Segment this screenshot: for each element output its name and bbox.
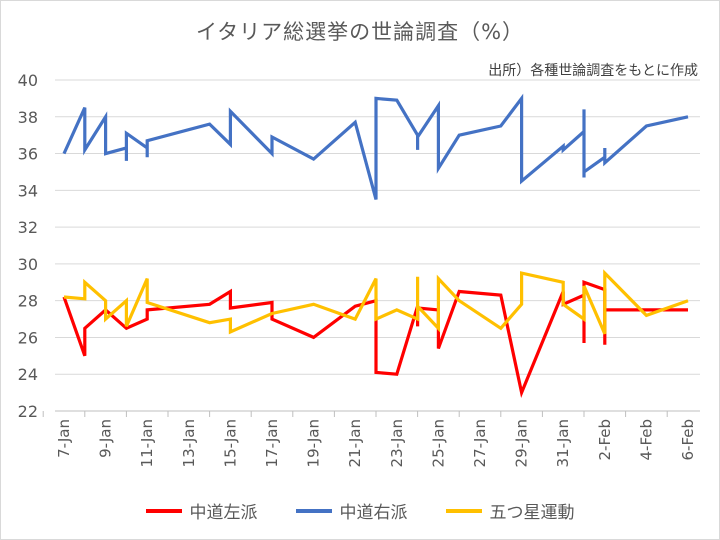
x-tick-label: 23-Jan (388, 419, 406, 467)
series-line-3 (63, 269, 689, 335)
legend-item: 中道右派 (295, 498, 408, 523)
y-tick-label: 22 (18, 402, 38, 421)
y-tick-label: 34 (18, 181, 38, 200)
legend-label: 中道左派 (189, 503, 258, 523)
legend-label: 中道右派 (339, 503, 408, 523)
x-tick-label: 27-Jan (471, 419, 489, 467)
x-tick-label: 4-Feb (637, 419, 655, 461)
x-tick-label: 13-Jan (180, 419, 198, 467)
x-tick-label: 6-Feb (679, 419, 697, 461)
legend-item: 五つ星運動 (445, 498, 575, 523)
y-tick-label: 32 (18, 218, 38, 237)
legend-item: 中道左派 (145, 498, 258, 523)
x-tick-label: 29-Jan (513, 419, 531, 467)
legend: 中道左派 中道右派 五つ星運動 (0, 498, 720, 523)
x-tick-label: 7-Jan (55, 419, 73, 458)
chart-title: イタリア総選挙の世論調査（%） (195, 20, 525, 44)
y-tick-label: 24 (18, 365, 38, 384)
y-tick-label: 36 (18, 145, 38, 164)
x-tick-label: 15-Jan (221, 419, 239, 467)
legend-swatch (145, 508, 182, 513)
legend-label: 五つ星運動 (489, 503, 575, 523)
x-tick-label: 2-Feb (596, 419, 614, 461)
source-annotation: 出所）各種世論調査をもとに作成 (488, 63, 698, 79)
x-tick-label: 17-Jan (263, 419, 281, 467)
y-tick-label: 26 (18, 328, 38, 347)
x-tick-label: 31-Jan (554, 419, 572, 467)
y-tick-label: 30 (18, 255, 38, 274)
x-tick-label: 11-Jan (138, 419, 156, 467)
legend-swatch (295, 508, 332, 513)
series-line-2 (62, 93, 689, 200)
x-tick-label: 21-Jan (346, 419, 364, 467)
x-tick-label: 19-Jan (305, 419, 323, 467)
x-tick-label: 9-Jan (97, 419, 115, 458)
y-tick-label: 28 (18, 292, 38, 311)
x-tick-label: 25-Jan (429, 419, 447, 467)
y-tick-label: 40 (18, 71, 38, 90)
y-tick-label: 38 (18, 108, 38, 127)
legend-swatch (445, 508, 482, 513)
